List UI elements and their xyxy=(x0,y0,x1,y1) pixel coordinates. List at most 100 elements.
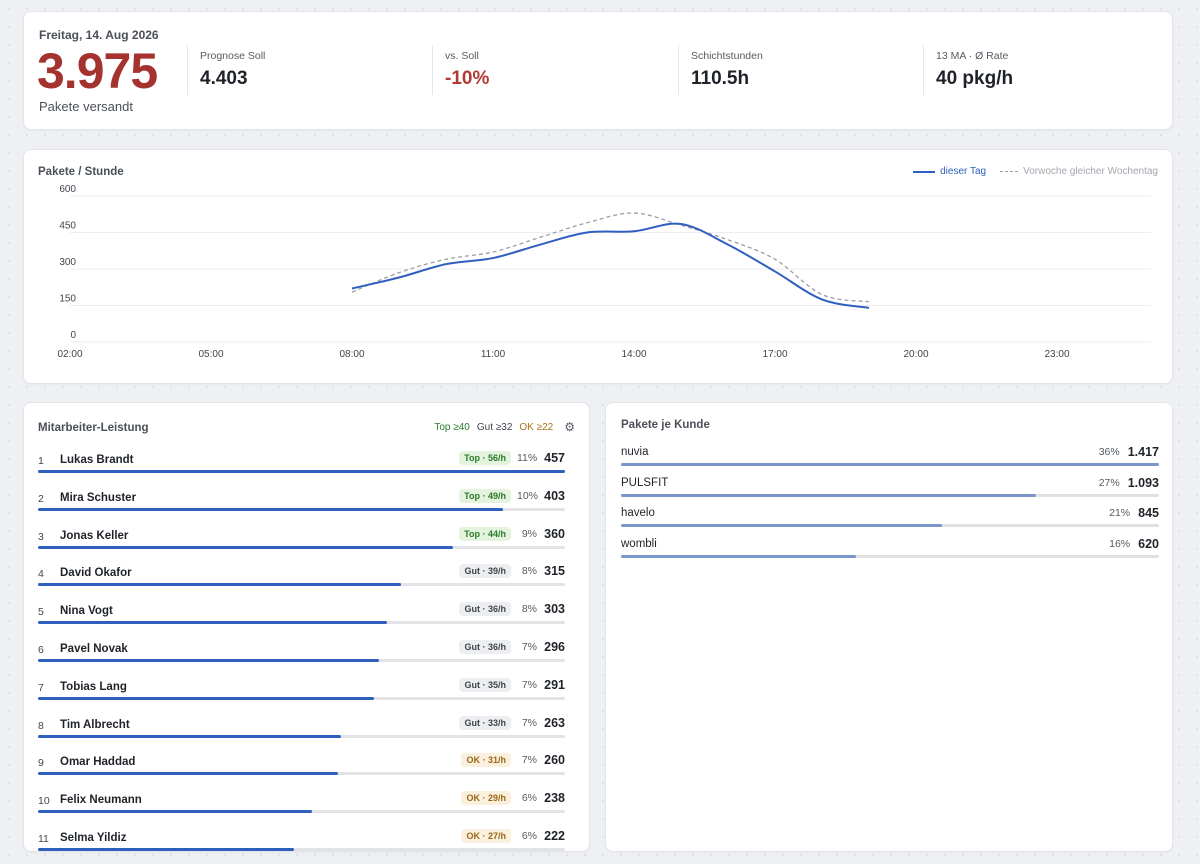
customer-metrics: 27% 1.093 xyxy=(1099,476,1159,490)
customer-bar-track xyxy=(621,524,1159,528)
x-tick-label: 20:00 xyxy=(903,349,928,360)
tier-badge: Gut · 35/h xyxy=(459,677,511,692)
employee-packages: 315 xyxy=(544,564,565,579)
customer-packages: 845 xyxy=(1138,506,1159,521)
employee-bar-fill xyxy=(38,734,342,738)
packages-shipped-value: 3.975 xyxy=(37,43,158,99)
employee-rank: 10 xyxy=(38,795,50,808)
employee-bar-track xyxy=(38,470,565,473)
chart-title: Pakete / Stunde xyxy=(38,166,124,178)
tier-legend: Top ≥40 Gut ≥32 OK ≥22 ⚙ xyxy=(434,420,575,434)
kpi-rate-label: 13 MA · Ø Rate xyxy=(936,50,1009,62)
employee-name: Felix Neumann xyxy=(60,794,142,807)
employee-packages: 222 xyxy=(544,829,565,843)
employee-metrics: Gut · 33/h 7% 263 xyxy=(459,715,565,730)
customer-packages: 1.093 xyxy=(1127,475,1159,490)
employee-rank: 8 xyxy=(38,719,44,732)
y-tick-label: 450 xyxy=(59,221,76,232)
legend-item-current[interactable]: dieser Tag xyxy=(913,166,986,177)
employee-metrics: Top · 44/h 9% 360 xyxy=(459,526,565,541)
kpi-forecast: Prognose Soll 4.403 xyxy=(187,45,432,95)
employee-bar-track xyxy=(38,772,565,776)
kpi-vs-target-value: -10% xyxy=(445,68,490,89)
tier-top-label: Top ≥40 xyxy=(434,421,470,433)
customer-row[interactable]: wombli 16% 620 xyxy=(621,535,1159,565)
employee-bar-fill xyxy=(38,772,338,776)
tier-badge: OK · 27/h xyxy=(461,829,511,843)
employee-packages: 263 xyxy=(544,715,565,730)
employee-rank: 2 xyxy=(38,492,44,505)
x-tick-label: 05:00 xyxy=(198,349,223,360)
y-tick-label: 150 xyxy=(59,294,76,305)
employee-rank: 5 xyxy=(38,606,44,619)
employee-rank: 11 xyxy=(38,833,49,845)
y-tick-label: 300 xyxy=(59,257,76,268)
legend-swatch-current xyxy=(913,170,936,173)
employee-row[interactable]: 3 Jonas Keller Top · 44/h 9% 360 xyxy=(38,526,565,562)
customer-row[interactable]: havelo 21% 845 xyxy=(621,504,1159,534)
employee-bar-fill xyxy=(38,545,454,549)
employee-row[interactable]: 11 Selma Yildiz OK · 27/h 6% 222 xyxy=(38,828,565,864)
employee-performance-card: Mitarbeiter-Leistung Top ≥40 Gut ≥32 OK … xyxy=(23,402,590,852)
employee-row[interactable]: 1 Lukas Brandt Top · 56/h 11% 457 xyxy=(38,450,565,486)
customer-metrics: 16% 620 xyxy=(1109,537,1159,551)
employee-packages: 296 xyxy=(544,640,565,654)
employee-row[interactable]: 6 Pavel Novak Gut · 36/h 7% 296 xyxy=(38,639,565,675)
employee-metrics: Top · 49/h 10% 403 xyxy=(459,488,565,503)
series-line-previous-week xyxy=(351,212,870,303)
employee-name: Tobias Lang xyxy=(60,680,127,693)
employee-metrics: OK · 31/h 7% 260 xyxy=(461,753,565,768)
employee-share: 10% xyxy=(517,489,539,502)
employee-name: Tim Albrecht xyxy=(60,718,130,731)
employee-bar-track xyxy=(38,696,565,700)
legend-item-previous[interactable]: Vorwoche gleicher Wochentag xyxy=(1000,166,1158,177)
employee-share: 8% xyxy=(521,603,537,616)
employee-row[interactable]: 9 Omar Haddad OK · 31/h 7% 260 xyxy=(38,752,565,788)
kpi-shift-hours: Schichtstunden 110.5h xyxy=(678,45,923,95)
employee-bar-fill xyxy=(38,848,294,851)
employee-name: Selma Yildiz xyxy=(60,832,127,844)
tier-badge: Gut · 33/h xyxy=(459,715,511,730)
report-date: Freitag, 14. Aug 2026 xyxy=(39,28,159,42)
customer-packages: 1.417 xyxy=(1127,445,1159,459)
employee-name: Pavel Novak xyxy=(60,643,128,655)
employee-bar-fill xyxy=(38,659,380,662)
customer-bar-fill xyxy=(621,554,857,558)
x-tick-label: 02:00 xyxy=(57,349,82,360)
gear-icon[interactable]: ⚙ xyxy=(564,420,575,434)
employee-bar-track xyxy=(38,810,565,814)
employee-name: Jonas Keller xyxy=(60,529,129,542)
employee-name: Lukas Brandt xyxy=(60,454,134,466)
customer-bar-fill xyxy=(621,493,1036,497)
employee-share: 8% xyxy=(521,565,537,578)
employee-row[interactable]: 2 Mira Schuster Top · 49/h 10% 403 xyxy=(38,488,565,524)
employee-share: 9% xyxy=(521,527,537,540)
tier-badge: Top · 49/h xyxy=(459,488,511,503)
tier-badge: Gut · 39/h xyxy=(459,564,511,579)
kpi-rate: 13 MA · Ø Rate 40 pkg/h xyxy=(923,45,1153,95)
customer-name: havelo xyxy=(621,507,655,520)
series-line-current-day xyxy=(351,222,870,309)
employee-bar-track xyxy=(38,507,565,511)
employee-row[interactable]: 5 Nina Vogt Gut · 36/h 8% 303 xyxy=(38,601,565,637)
employee-share: 7% xyxy=(521,678,537,691)
employee-metrics: Gut · 39/h 8% 315 xyxy=(459,564,565,579)
customer-bar-track xyxy=(621,493,1159,497)
employee-row[interactable]: 10 Felix Neumann OK · 29/h 6% 238 xyxy=(38,790,565,826)
employee-metrics: OK · 29/h 6% 238 xyxy=(461,791,565,806)
customer-bar-track xyxy=(621,554,1159,558)
customer-row[interactable]: PULSFIT 27% 1.093 xyxy=(621,474,1159,504)
x-tick-label: 17:00 xyxy=(762,349,787,360)
employee-metrics: Gut · 36/h 8% 303 xyxy=(459,602,565,617)
employee-name: Nina Vogt xyxy=(60,605,113,618)
customer-name: nuvia xyxy=(621,446,649,458)
employee-row[interactable]: 8 Tim Albrecht Gut · 33/h 7% 263 xyxy=(38,715,565,751)
kpi-vs-target: vs. Soll -10% xyxy=(432,45,678,95)
employee-bar-track xyxy=(38,659,565,662)
kpi-shift-hours-value: 110.5h xyxy=(691,68,750,89)
customer-row[interactable]: nuvia 36% 1.417 xyxy=(621,443,1159,473)
hourly-line-chart[interactable]: 0 150 300 450 600 02:00 05:00 08:00 11:00 14:00 17… xyxy=(24,150,1172,383)
employee-row[interactable]: 7 Tobias Lang Gut · 35/h 7% 291 xyxy=(38,677,565,713)
employee-row[interactable]: 4 David Okafor Gut · 39/h 8% 315 xyxy=(38,563,565,599)
employee-share: 7% xyxy=(521,716,537,729)
